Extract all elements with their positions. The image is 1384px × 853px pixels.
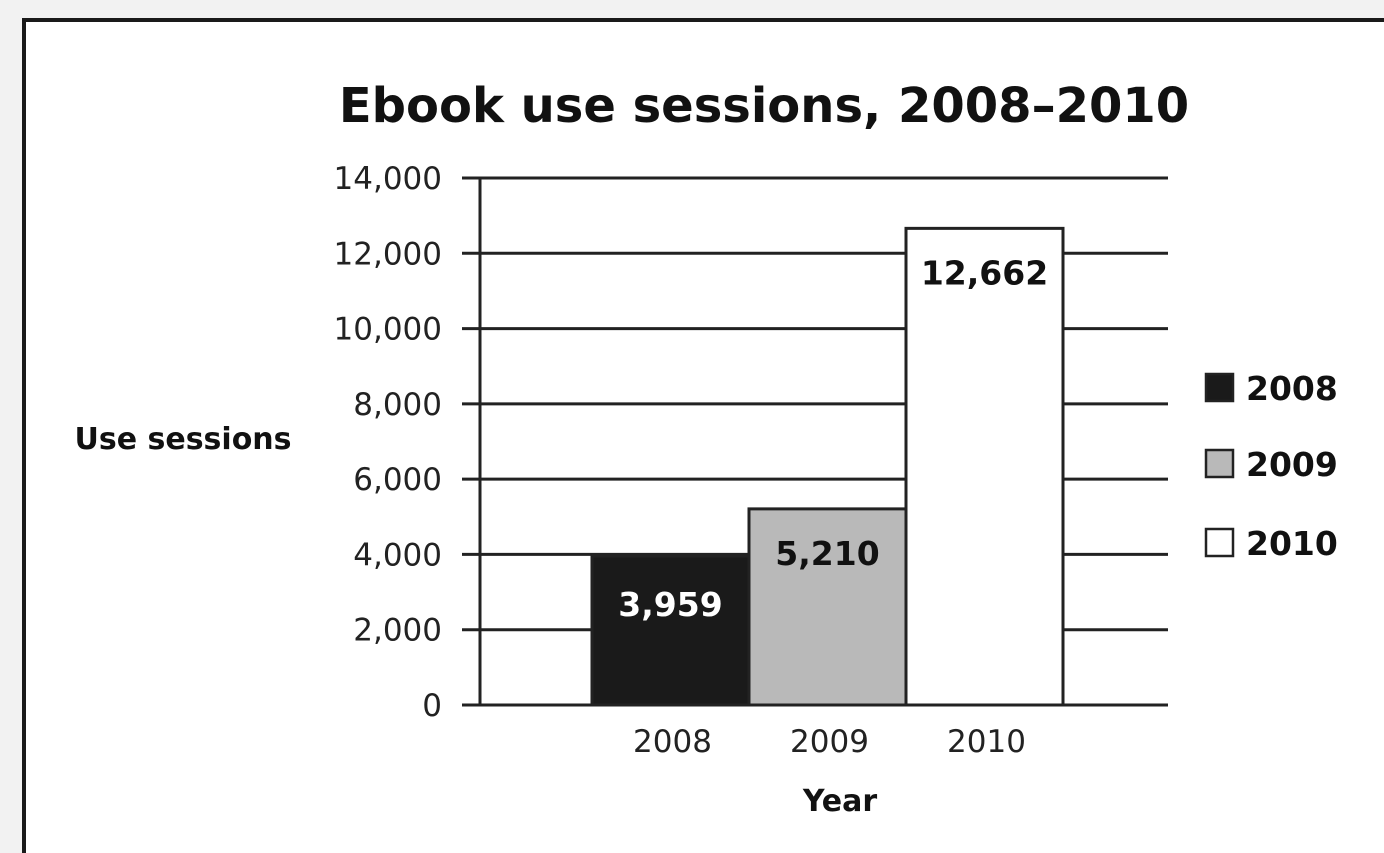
y-tick-label: 8,000 — [353, 387, 442, 423]
x-tick-label: 2009 — [790, 724, 869, 760]
y-tick-label: 10,000 — [334, 312, 442, 348]
bar-2010 — [904, 226, 1065, 707]
y-tick-label: 6,000 — [353, 462, 442, 498]
x-tick-label: 2008 — [633, 724, 712, 760]
y-tick-label: 12,000 — [334, 236, 442, 272]
legend-label: 2010 — [1246, 524, 1338, 563]
y-tick-label: 14,000 — [334, 161, 442, 197]
legend-swatch — [1204, 448, 1235, 479]
legend-swatch — [1204, 372, 1235, 403]
bar-2008 — [590, 554, 751, 707]
legend: 2008 2009 2010 — [1204, 369, 1338, 563]
y-tick-label: 2,000 — [353, 613, 442, 649]
x-axis-label: Year — [802, 784, 878, 819]
data-labels: 3,959 5,210 12,662 — [618, 253, 1048, 624]
bar-2009 — [747, 507, 908, 707]
x-tick-labels: 2008 2009 2010 — [633, 724, 1026, 760]
y-tick-label: 0 — [422, 688, 442, 724]
data-label: 3,959 — [618, 585, 722, 624]
y-tick-label: 4,000 — [353, 537, 442, 573]
data-label: 5,210 — [775, 534, 879, 573]
x-tick-label: 2010 — [947, 724, 1026, 760]
chart-title: Ebook use sessions, 2008–2010 — [339, 78, 1189, 134]
y-axis-label: Use sessions — [74, 422, 291, 457]
legend-swatch — [1204, 527, 1235, 558]
data-label: 12,662 — [921, 253, 1048, 292]
chart-frame — [22, 18, 1384, 853]
bars — [590, 226, 1065, 707]
legend-label: 2009 — [1246, 445, 1338, 484]
legend-label: 2008 — [1246, 369, 1338, 408]
y-tick-labels: 0 2,000 4,000 6,000 8,000 10,000 12,000 14,000 — [334, 161, 442, 724]
